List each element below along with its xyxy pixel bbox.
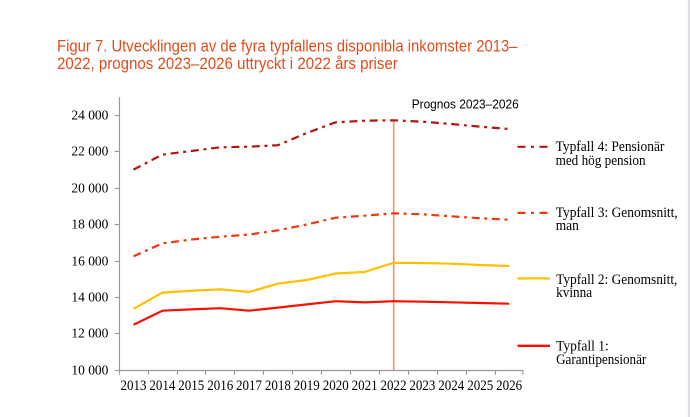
svg-text:2016: 2016	[207, 378, 233, 394]
svg-text:16 000: 16 000	[71, 254, 108, 269]
svg-text:2015: 2015	[178, 378, 204, 394]
svg-text:2013: 2013	[121, 378, 147, 394]
svg-text:kvinna: kvinna	[556, 285, 593, 301]
svg-text:2022: 2022	[381, 378, 407, 394]
svg-text:Typfall 2: Genomsnitt,: Typfall 2: Genomsnitt,	[556, 272, 677, 288]
svg-text:24 000: 24 000	[71, 108, 108, 123]
svg-text:2025: 2025	[467, 378, 493, 394]
svg-text:Prognos 2023–2026: Prognos 2023–2026	[412, 96, 519, 111]
svg-text:14 000: 14 000	[71, 290, 108, 305]
svg-text:2022, prognos 2023–2026 uttryc: 2022, prognos 2023–2026 uttryckt i 2022 …	[57, 54, 398, 73]
svg-text:Garantipensionär: Garantipensionär	[556, 352, 646, 368]
svg-text:18 000: 18 000	[71, 217, 108, 232]
svg-text:2014: 2014	[149, 378, 175, 394]
svg-text:Typfall 1:: Typfall 1:	[556, 339, 609, 355]
svg-text:med hög pension: med hög pension	[556, 153, 646, 169]
svg-text:Typfall 4: Pensionär: Typfall 4: Pensionär	[556, 139, 665, 155]
svg-text:2017: 2017	[236, 378, 262, 394]
svg-text:2020: 2020	[323, 378, 349, 394]
svg-text:22 000: 22 000	[71, 144, 108, 159]
svg-text:2021: 2021	[352, 378, 378, 394]
svg-text:12 000: 12 000	[71, 326, 108, 341]
svg-text:2026: 2026	[496, 378, 522, 394]
svg-text:man: man	[556, 218, 579, 234]
svg-text:2018: 2018	[265, 378, 291, 394]
svg-text:Figur 7. Utvecklingen av de fy: Figur 7. Utvecklingen av de fyra typfall…	[57, 36, 518, 55]
svg-text:2023: 2023	[409, 378, 435, 394]
svg-text:10 000: 10 000	[71, 363, 108, 378]
svg-text:Typfall 3: Genomsnitt,: Typfall 3: Genomsnitt,	[556, 205, 678, 221]
svg-text:20 000: 20 000	[71, 181, 108, 196]
svg-text:2024: 2024	[438, 378, 464, 394]
svg-text:2019: 2019	[294, 378, 320, 394]
